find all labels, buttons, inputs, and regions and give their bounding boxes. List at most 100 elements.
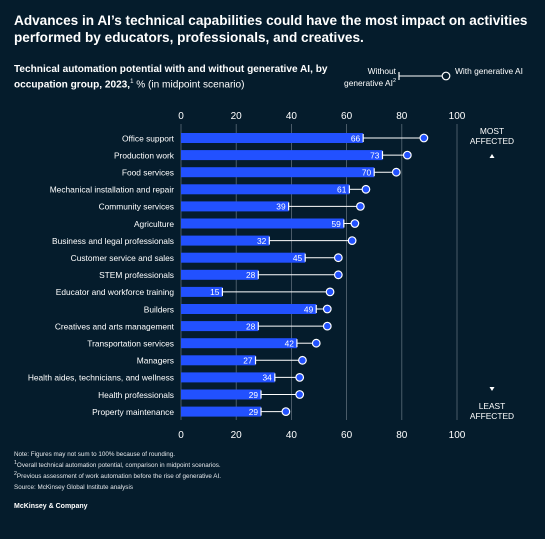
bar-without-gen-ai (181, 321, 259, 332)
with-gen-ai-point (322, 304, 332, 314)
footnote-mark: 1 (14, 460, 17, 467)
category-label: Creatives and arts management (55, 321, 175, 331)
bar-without-gen-ai (181, 133, 364, 143)
footnote-text: Overall technical automation potential, … (16, 462, 221, 470)
bar-without-gen-ai (181, 252, 306, 263)
legend-with-label: With generative AI (455, 66, 523, 76)
footnotes: Note: Figures may not sum to 100% becaus… (14, 448, 534, 492)
with-gen-ai-point (298, 355, 307, 365)
bar-without-gen-ai (181, 355, 256, 366)
bar-value-label: 42 (285, 339, 295, 349)
x-tick-label-bottom: 60 (341, 430, 353, 441)
footnote-line: 1Overall technical automation potential,… (14, 459, 534, 470)
least-affected-label-line1: LEAST (479, 401, 506, 411)
arrow-down-icon (489, 387, 495, 391)
category-label: Customer service and sales (71, 253, 174, 263)
with-gen-ai-point (333, 270, 343, 280)
footnote-line: 2Previous assessment of work automation … (14, 470, 534, 481)
bar-value-label: 15 (210, 287, 220, 297)
category-label: Transportation services (87, 339, 174, 349)
most-affected-label-line2: AFFECTED (470, 136, 514, 146)
bar-value-label: 59 (332, 219, 342, 229)
category-label: Food services (122, 168, 174, 178)
bar-without-gen-ai (181, 184, 350, 195)
bar-without-gen-ai (181, 235, 270, 246)
legend-symbol (398, 71, 451, 81)
legend-circle-mark (441, 71, 451, 81)
chart-subtitle: Technical automation potential with and … (14, 63, 334, 91)
bar-value-label: 28 (246, 270, 256, 280)
x-tick-label-bottom: 100 (449, 430, 466, 441)
x-tick-label-bottom: 0 (178, 430, 184, 441)
bar-without-gen-ai (181, 389, 262, 400)
bar-without-gen-ai (181, 304, 317, 314)
bar-value-label: 73 (370, 150, 380, 160)
bar-value-label: 34 (263, 373, 273, 383)
bar-value-label: 45 (293, 253, 303, 263)
category-label: Office support (122, 133, 175, 143)
x-tick-label-top: 0 (178, 111, 184, 122)
subtitle-footnote-mark: 1 (130, 79, 134, 85)
category-label: Mechanical installation and repair (50, 185, 175, 195)
x-tick-label-bottom: 80 (396, 430, 408, 441)
bar-without-gen-ai (181, 338, 297, 349)
subtitle-bold: Technical automation potential with and … (14, 64, 328, 91)
category-label: Community services (99, 202, 174, 212)
category-label: Builders (144, 304, 174, 314)
category-label: Property maintenance (92, 407, 174, 417)
subtitle-units: % (in midpoint scenario) (133, 79, 245, 91)
with-gen-ai-point (391, 167, 401, 177)
footnote-line: Note: Figures may not sum to 100% becaus… (14, 448, 534, 459)
bar-value-label: 28 (246, 321, 256, 331)
bar-value-label: 61 (337, 185, 347, 195)
least-affected-label-line2: AFFECTED (470, 411, 514, 421)
category-label: Health aides, technicians, and wellness (28, 373, 174, 383)
bar-without-gen-ai (181, 406, 262, 417)
with-gen-ai-point (350, 219, 360, 228)
x-tick-label-bottom: 40 (286, 430, 298, 441)
with-gen-ai-point (419, 133, 429, 143)
x-tick-label-top: 60 (341, 111, 353, 122)
footnote-mark: 2 (14, 471, 17, 478)
with-gen-ai-point (325, 287, 335, 297)
bar-value-label: 32 (257, 236, 267, 246)
x-tick-label-top: 100 (449, 111, 466, 122)
bar-without-gen-ai (181, 150, 383, 161)
bar-value-label: 27 (243, 356, 253, 366)
category-label: Health professionals (98, 390, 174, 400)
footnote-text: Note: Figures may not sum to 100% becaus… (14, 451, 176, 459)
with-gen-ai-point (402, 150, 412, 160)
with-gen-ai-point (295, 373, 305, 382)
x-tick-label-bottom: 20 (231, 430, 243, 441)
brand-logo-text: McKinsey & Company (14, 503, 88, 510)
bar-value-label: 49 (304, 304, 314, 314)
with-gen-ai-point (311, 338, 321, 348)
legend-without-label: Without generative AI2 (336, 66, 396, 88)
with-gen-ai-point (333, 253, 343, 263)
category-label: Educator and workforce training (56, 287, 175, 297)
bar-without-gen-ai (181, 218, 344, 229)
bar-value-label: 29 (249, 407, 259, 417)
footnote-text: Source: McKinsey Global Institute analys… (14, 484, 133, 492)
bar-without-gen-ai (181, 269, 259, 280)
with-gen-ai-point (361, 184, 371, 194)
footnote-text: Previous assessment of work automation b… (16, 473, 221, 481)
category-label: Production work (114, 150, 175, 160)
with-gen-ai-point (281, 407, 291, 417)
bar-without-gen-ai (181, 201, 289, 212)
bar-without-gen-ai (181, 167, 375, 178)
bar-without-gen-ai (181, 286, 223, 297)
legend-without-footnote: 2 (392, 78, 396, 84)
with-gen-ai-point (356, 201, 365, 211)
bar-value-label: 66 (351, 133, 361, 143)
x-tick-label-top: 80 (396, 111, 408, 122)
footnote-line: Source: McKinsey Global Institute analys… (14, 481, 534, 492)
bar-value-label: 39 (276, 202, 286, 212)
arrow-up-icon (489, 154, 495, 158)
bar-without-gen-ai (181, 372, 275, 383)
category-label: Business and legal professionals (52, 236, 174, 246)
category-label: Managers (137, 356, 174, 366)
x-tick-label-top: 40 (286, 111, 298, 122)
with-gen-ai-point (322, 321, 332, 331)
